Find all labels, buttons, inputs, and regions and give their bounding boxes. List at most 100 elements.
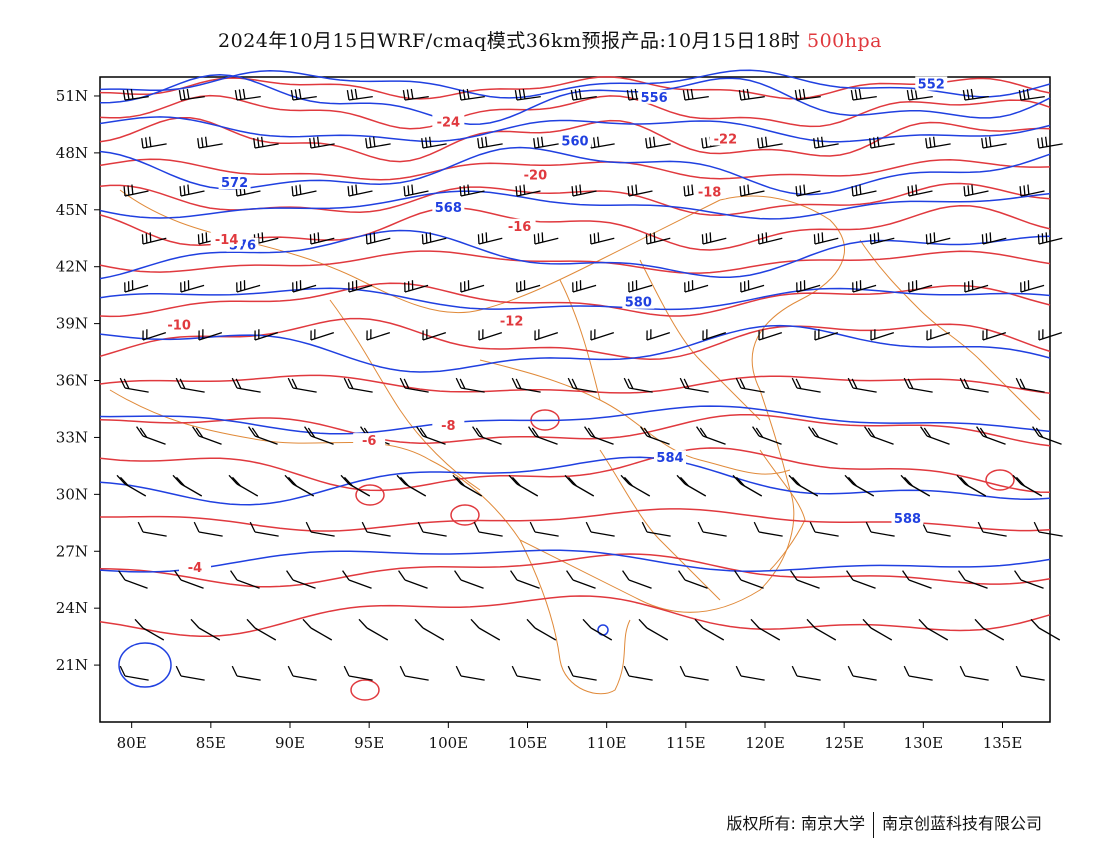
wind-barb xyxy=(702,329,727,341)
wind-feather xyxy=(372,136,376,147)
wind-shaft xyxy=(534,531,559,537)
wind-feather xyxy=(257,137,260,148)
wind-shaft xyxy=(702,531,727,537)
wind-feather xyxy=(732,474,742,485)
wind-barb xyxy=(309,232,335,245)
wind-barb xyxy=(347,184,373,197)
wind-feather xyxy=(574,89,578,100)
wind-barb xyxy=(123,184,149,197)
wind-feather xyxy=(531,427,540,438)
wind-barb xyxy=(844,474,875,497)
wind-feather xyxy=(734,570,742,581)
wind-feather xyxy=(119,377,126,389)
contour-label: 584 xyxy=(656,451,683,466)
wind-feather xyxy=(343,665,350,677)
wind-feather xyxy=(343,377,350,389)
contour-label: 588 xyxy=(894,512,921,527)
wind-feather xyxy=(813,138,816,149)
contour-label: 572 xyxy=(221,176,248,191)
wind-barb xyxy=(564,474,595,497)
wind-feather xyxy=(1037,138,1040,149)
wind-feather xyxy=(791,476,801,487)
wind-feather xyxy=(523,184,526,195)
wind-feather xyxy=(739,186,742,197)
wind-barb xyxy=(119,377,149,393)
wind-feather xyxy=(735,665,742,677)
wind-barb xyxy=(963,184,989,197)
lon-tick-label: 115E xyxy=(666,734,706,752)
wind-shaft xyxy=(254,531,279,537)
wind-feather xyxy=(257,233,260,244)
wind-feather xyxy=(473,521,480,533)
wind-feather xyxy=(126,89,130,100)
wind-feather xyxy=(1019,378,1026,389)
wind-feather xyxy=(988,136,992,147)
wind-feather xyxy=(459,186,462,197)
lon-tick-label: 90E xyxy=(275,734,305,752)
wind-feather xyxy=(858,88,862,99)
wind-feather xyxy=(691,184,694,195)
wind-feather xyxy=(585,521,592,533)
wind-feather xyxy=(854,89,858,100)
wind-shaft xyxy=(646,531,671,537)
wind-shaft xyxy=(198,143,223,149)
wind-feather xyxy=(631,185,634,196)
wind-feather xyxy=(346,89,350,101)
wind-barb xyxy=(589,232,615,245)
wind-feather xyxy=(799,185,802,196)
wind-feather xyxy=(302,618,312,629)
wind-feather xyxy=(564,474,574,485)
wind-feather xyxy=(859,184,862,195)
wind-feather xyxy=(757,138,760,149)
wind-barb xyxy=(1030,618,1061,641)
wind-barb xyxy=(959,377,989,393)
wind-feather xyxy=(679,377,686,389)
contour-label: -16 xyxy=(508,220,532,235)
wind-shaft xyxy=(796,675,821,681)
wind-barb xyxy=(902,570,932,589)
wind-barb xyxy=(477,232,503,245)
wind-feather xyxy=(575,185,578,196)
wind-feather xyxy=(201,233,204,244)
wind-feather xyxy=(369,233,372,244)
wind-feather xyxy=(455,377,462,389)
wind-barb xyxy=(623,665,653,681)
wind-feather xyxy=(145,233,148,244)
wind-feather xyxy=(963,186,966,197)
height-isoline xyxy=(99,190,1051,220)
wind-feather xyxy=(529,521,536,533)
wind-barb xyxy=(343,377,373,393)
wind-barb xyxy=(638,618,669,641)
wind-feather xyxy=(402,89,406,101)
wind-feather xyxy=(511,665,518,677)
wind-feather xyxy=(1015,476,1025,487)
wind-feather xyxy=(287,377,294,389)
wind-feather xyxy=(481,233,484,244)
wind-feather xyxy=(1014,570,1022,581)
contour-label-bg xyxy=(495,313,528,328)
page-title: 2024年10月15日WRF/cmaq模式36km预报产品:10月15日18时 … xyxy=(0,26,1100,53)
contour-label: -12 xyxy=(500,315,524,330)
wind-feather xyxy=(145,137,148,148)
wind-feather xyxy=(821,232,824,243)
wind-barb xyxy=(1015,377,1045,393)
wind-feather xyxy=(985,137,988,148)
wind-feather xyxy=(234,89,238,101)
wind-feather xyxy=(414,618,424,629)
title-level: 500hpa xyxy=(806,30,882,52)
contour-label-bg xyxy=(915,76,948,91)
wind-feather xyxy=(403,186,406,197)
wind-feather xyxy=(455,665,462,677)
wind-feather xyxy=(683,186,686,197)
wind-feather xyxy=(313,137,316,148)
wind-barb xyxy=(808,426,838,445)
wind-barb xyxy=(402,88,429,101)
wind-feather xyxy=(253,138,256,149)
wind-feather xyxy=(261,232,264,243)
wind-shaft xyxy=(236,675,261,681)
wind-barb xyxy=(1037,136,1063,149)
wind-feather xyxy=(231,476,241,487)
wind-feather xyxy=(570,89,574,101)
wind-feather xyxy=(645,234,648,245)
wind-feather xyxy=(251,427,260,438)
